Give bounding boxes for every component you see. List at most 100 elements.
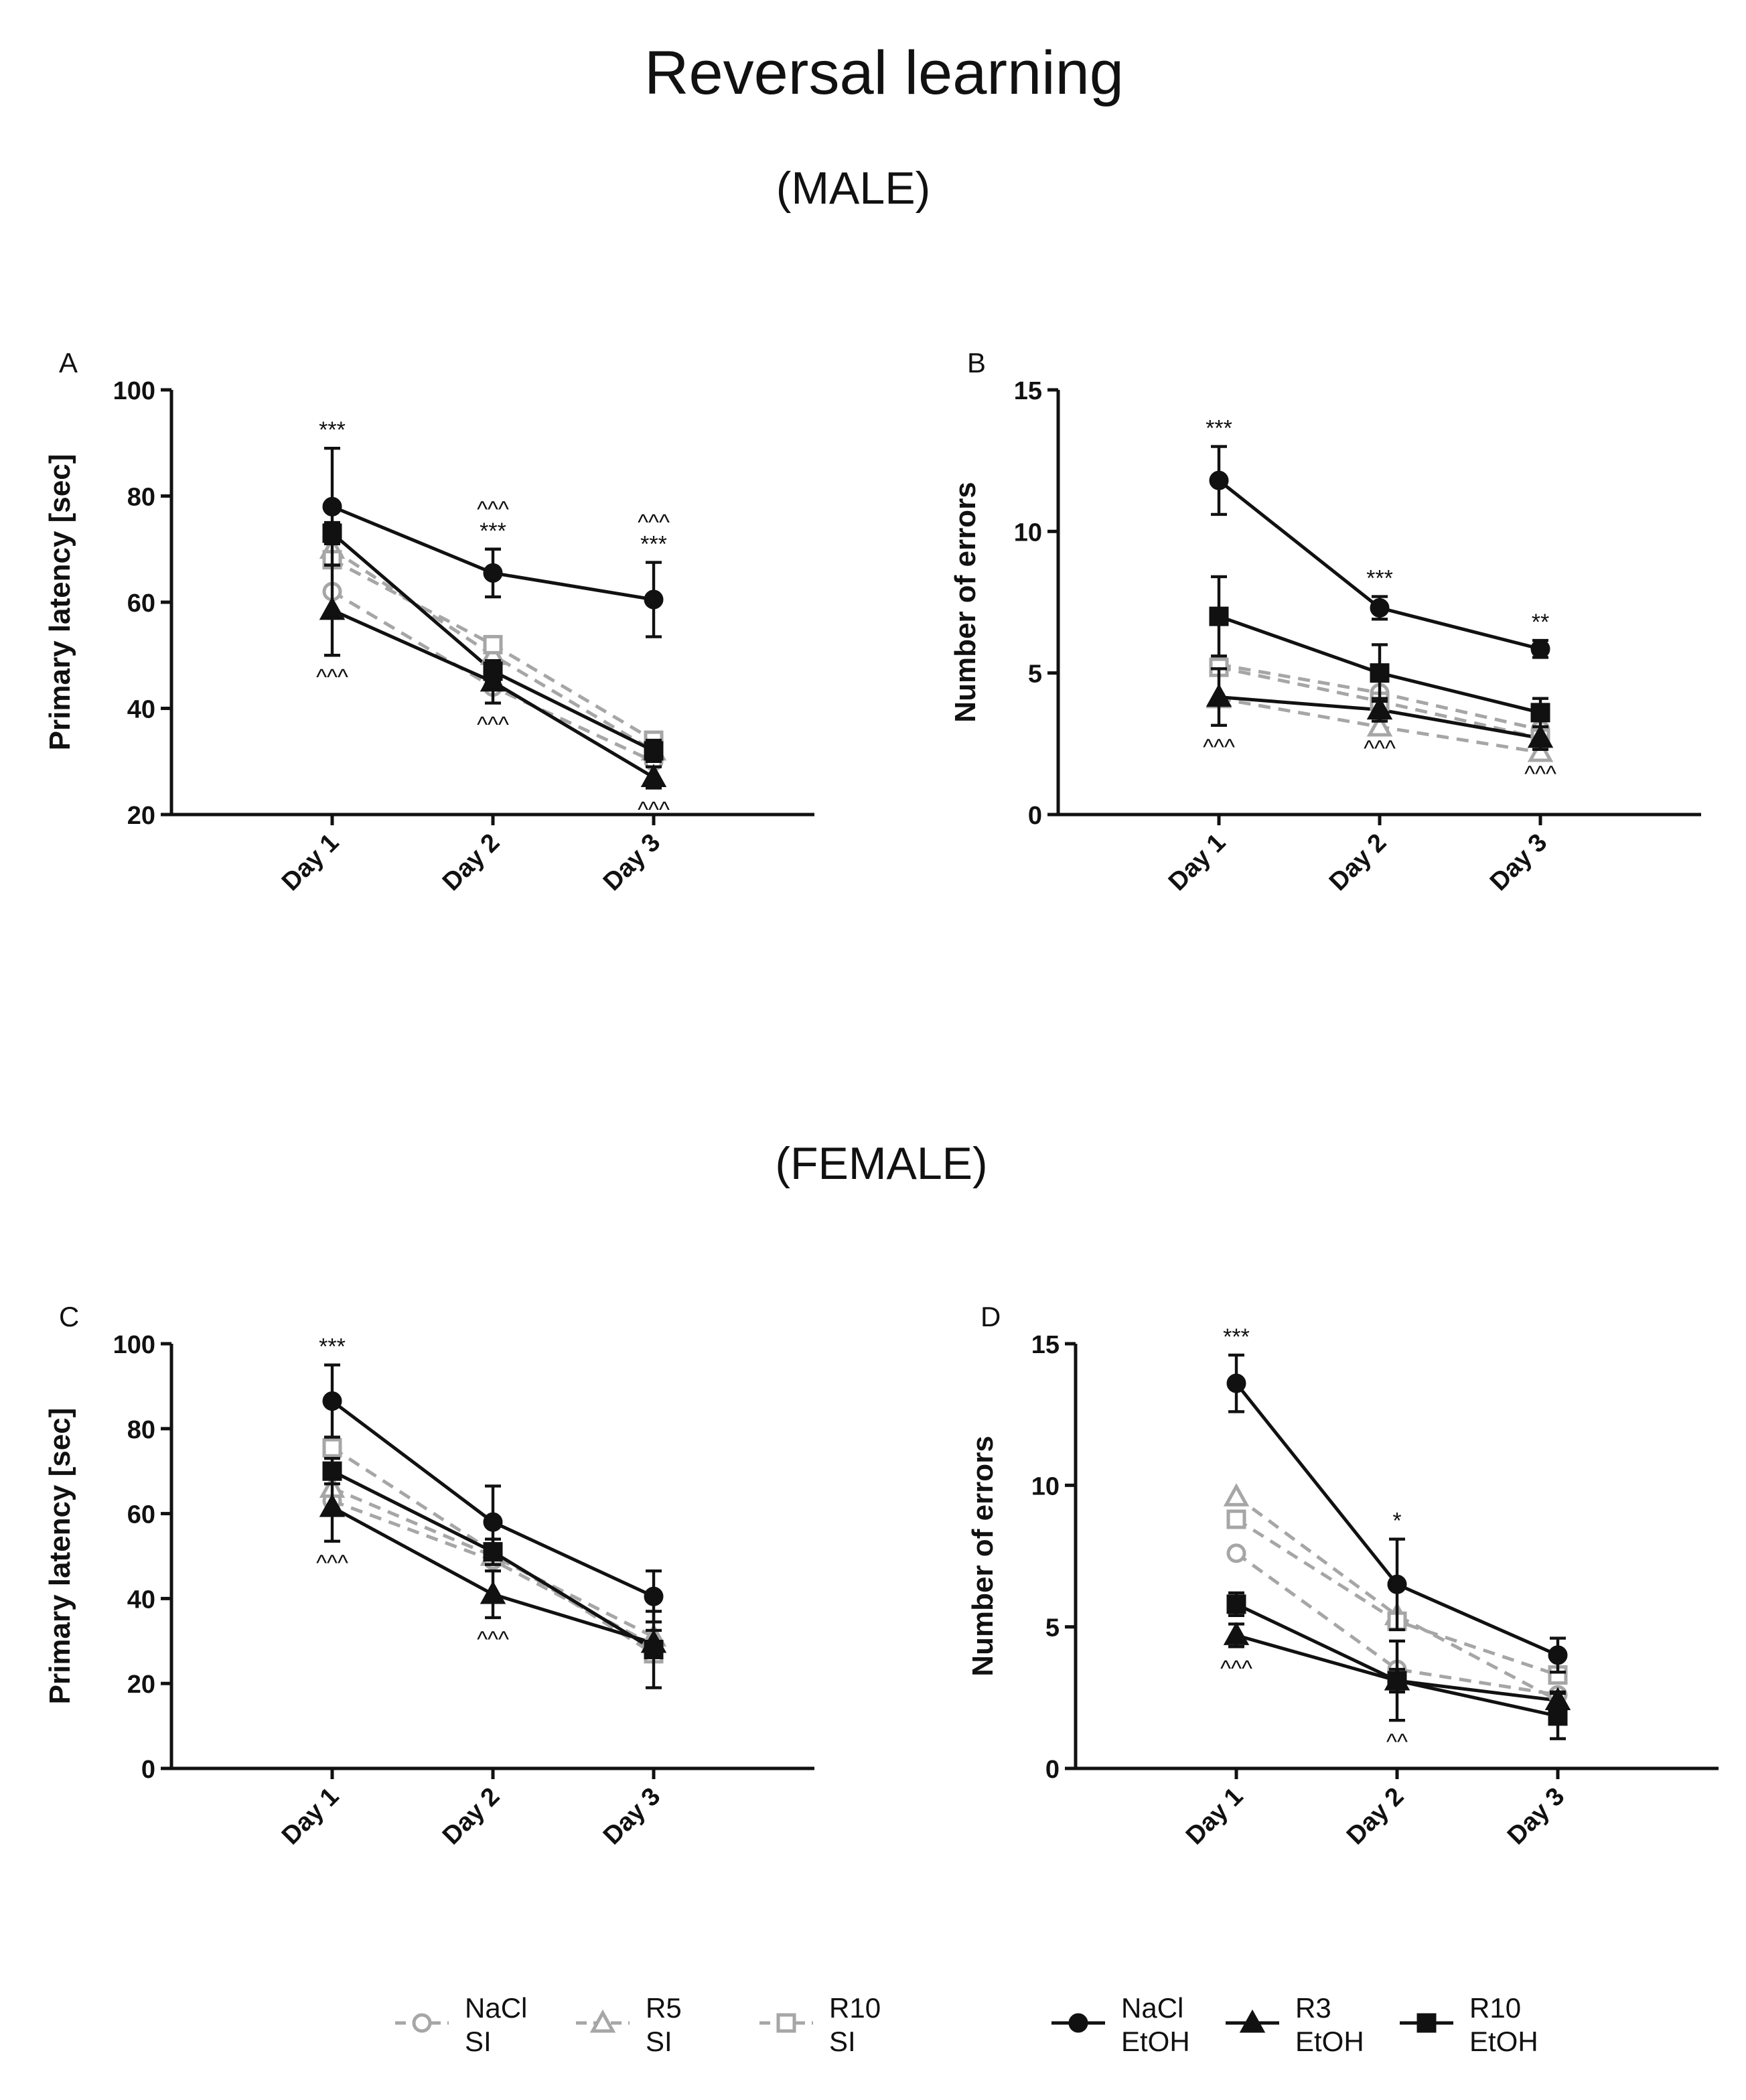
x-tick-label: Day 3 — [598, 1782, 666, 1850]
y-tick-label: 100 — [113, 1331, 155, 1359]
annotation: *** — [1223, 1324, 1250, 1350]
x-tick-label: Day 2 — [1341, 1782, 1409, 1850]
marker — [1366, 713, 1393, 737]
annotation: ^^^ — [1220, 1656, 1252, 1681]
annotation: *** — [480, 518, 506, 544]
x-tick-label: Day 2 — [437, 829, 505, 896]
legend-label: R10 SI — [829, 1992, 881, 2057]
annotation: ^^^ — [1364, 736, 1396, 762]
y-tick-label: 40 — [127, 696, 155, 724]
section-heading: (MALE) — [776, 163, 930, 214]
x-tick-label: Day 2 — [437, 1782, 505, 1850]
annotation: *** — [640, 532, 667, 557]
marker — [322, 1461, 342, 1481]
legend-marker — [1239, 2009, 1266, 2033]
marker — [483, 563, 503, 583]
x-tick-label: Day 1 — [1163, 829, 1231, 896]
marker — [1548, 1706, 1568, 1726]
series-line — [1235, 1551, 1558, 1697]
marker — [322, 496, 342, 516]
annotation: *** — [319, 1334, 346, 1360]
annotation: ^^^ — [316, 1551, 348, 1576]
panel-label: A — [59, 347, 78, 378]
marker — [1530, 639, 1550, 659]
marker — [1209, 606, 1229, 626]
y-tick-label: 10 — [1014, 518, 1042, 547]
annotation: ^^^ — [316, 664, 348, 690]
y-axis-label: Primary latency [sec] — [44, 454, 76, 751]
y-axis-label: Number of errors — [966, 1436, 999, 1676]
y-tick-label: 15 — [1031, 1331, 1060, 1359]
legend-label: R3 EtOH — [1295, 1992, 1364, 2057]
annotation: ** — [1532, 610, 1549, 635]
marker — [319, 596, 346, 620]
y-tick-label: 0 — [1028, 802, 1042, 830]
marker — [1387, 1671, 1407, 1691]
marker — [1548, 1645, 1568, 1665]
marker — [1223, 1622, 1250, 1645]
y-tick-label: 0 — [1045, 1756, 1060, 1784]
x-tick-label: Day 2 — [1324, 829, 1392, 896]
annotation: ^^^ — [477, 497, 509, 522]
panel-label: D — [980, 1301, 1001, 1332]
marker — [483, 1542, 503, 1562]
y-tick-label: 5 — [1045, 1614, 1060, 1642]
legend-marker — [412, 2013, 432, 2033]
marker — [1226, 1509, 1246, 1529]
marker — [1530, 703, 1550, 723]
y-tick-label: 15 — [1014, 377, 1042, 405]
y-axis-label: Number of errors — [949, 482, 982, 722]
x-tick-label: Day 3 — [1485, 829, 1552, 896]
y-tick-label: 60 — [127, 1501, 155, 1529]
marker — [319, 1493, 346, 1517]
marker — [1209, 470, 1229, 490]
y-tick-label: 5 — [1028, 660, 1042, 689]
annotation: ^^^ — [1203, 735, 1235, 760]
x-tick-label: Day 1 — [277, 1782, 344, 1850]
marker — [483, 1512, 503, 1532]
y-tick-label: 40 — [127, 1586, 155, 1614]
marker — [480, 1580, 506, 1604]
section-heading: (FEMALE) — [775, 1138, 987, 1189]
marker — [1206, 683, 1232, 707]
series-line — [1235, 1495, 1559, 1702]
annotation: *** — [1206, 416, 1232, 441]
y-tick-label: 60 — [127, 589, 155, 618]
y-axis-label: Primary latency [sec] — [44, 1408, 76, 1705]
x-tick-label: Day 1 — [277, 829, 344, 896]
marker — [644, 741, 664, 761]
y-tick-label: 0 — [141, 1756, 155, 1784]
marker — [1370, 598, 1390, 618]
legend-label: NaCl EtOH — [1121, 1992, 1190, 2057]
marker — [1223, 1483, 1250, 1507]
x-tick-label: Day 3 — [1502, 1782, 1570, 1850]
annotation: *** — [319, 417, 346, 443]
annotation: ^^^ — [477, 713, 509, 738]
y-tick-label: 100 — [113, 377, 155, 405]
annotation: ^^^ — [1524, 762, 1556, 787]
marker — [644, 1639, 664, 1659]
legend-marker — [1416, 2013, 1437, 2033]
legend-marker — [589, 2009, 616, 2033]
annotation: * — [1392, 1509, 1401, 1534]
y-tick-label: 10 — [1031, 1472, 1060, 1500]
marker — [1527, 738, 1554, 762]
x-tick-label: Day 1 — [1181, 1782, 1248, 1850]
panel-label: C — [59, 1301, 79, 1332]
annotation: ^^^ — [638, 797, 670, 823]
marker — [483, 661, 503, 681]
annotation: *** — [1366, 566, 1393, 591]
x-tick-label: Day 3 — [598, 829, 666, 896]
marker — [322, 1391, 342, 1411]
marker — [640, 764, 667, 788]
panel-label: B — [967, 347, 986, 378]
series-line — [1218, 479, 1541, 651]
legend-marker — [776, 2013, 796, 2033]
marker — [1226, 1594, 1246, 1614]
marker — [644, 589, 664, 610]
y-tick-label: 80 — [127, 1416, 155, 1444]
legend-label: R5 SI — [646, 1992, 682, 2057]
marker — [644, 1586, 664, 1606]
annotation: ^^^ — [638, 510, 670, 536]
